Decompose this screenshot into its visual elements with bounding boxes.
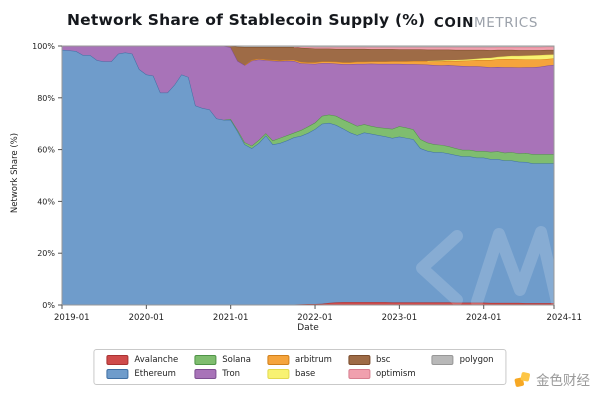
legend-swatch-optimism [347,369,370,379]
x-axis-label: Date [297,323,319,333]
x-tick-label: 2020-01 [129,313,165,323]
legend-label-base: base [294,368,316,379]
legend-item-ethereum: Ethereum [106,369,178,379]
legend: Avalanche Ethereum Solana Tron arbitrum base b… [93,349,507,385]
area-bsc [62,46,554,66]
legend-item-polygon: polygon [431,354,494,365]
legend-label-tron: Tron [222,368,241,379]
legend-swatch-arbitrum [266,355,289,365]
x-tick-label: 2024-11 [546,313,582,323]
legend-swatch-bsc [347,355,370,365]
y-tick-label: 80% [37,94,55,103]
area-arbitrum [62,46,554,68]
area-ethereum [62,49,554,305]
areas-group [62,46,554,305]
legend-column: arbitrum base [266,354,332,379]
x-tick-label: 2022-01 [297,313,333,323]
brand-text: 金色财经 [536,373,590,389]
logo-bold-text: COIN [433,15,475,31]
legend-column: Avalanche Ethereum [106,355,178,379]
page-title: Network Share of Stablecoin Supply (%) [67,11,426,29]
y-tick-label: 60% [37,146,55,155]
legend-item-bsc: bsc [347,354,416,365]
legend-label-polygon: polygon [459,354,494,365]
legend-label-solana: Solana [222,354,251,365]
coinmetrics-logo: COINMETRICS [434,15,538,31]
y-tick-label: 100% [32,42,55,51]
x-tick-label: 2023-01 [382,313,418,323]
y-tick-label: 0% [42,301,55,310]
legend-swatch-base [266,369,289,379]
legend-label-optimism: optimism [375,368,416,379]
x-tick-label: 2021-01 [213,313,249,323]
x-tick-label: 2019-01 [54,313,90,323]
legend-label-avalanche: Avalanche [134,354,179,365]
legend-swatch-tron [194,369,217,379]
legend-label-ethereum: Ethereum [134,368,176,379]
legend-item-arbitrum: arbitrum [266,354,332,365]
legend-item-avalanche: Avalanche [106,355,178,365]
y-tick-label: 20% [37,249,55,258]
x-tick-label: 2024-01 [466,313,502,323]
legend-label-arbitrum: arbitrum [294,354,332,365]
legend-label-bsc: bsc [375,354,391,365]
legend-item-optimism: optimism [347,368,416,379]
jinse-brand-watermark: 金色财经 [513,369,590,389]
gold-coins-icon [514,371,530,387]
stacked-area-chart: 2019-01 2020-01 2021-01 2022-01 2023-01 2024-… [32,42,582,323]
legend-swatch-polygon [431,355,454,365]
legend-swatch-solana [194,355,217,365]
area-optimism [62,46,554,51]
legend-item-solana: Solana [194,355,251,365]
watermark-m-glyph [471,226,554,305]
legend-column: polygon [431,354,494,379]
watermark-c-glyph [416,230,463,305]
legend-column: Solana Tron [194,355,251,379]
legend-item-base: base [266,368,332,379]
legend-item-tron: Tron [194,369,251,379]
area-tron [62,46,554,155]
plot-border [61,45,555,306]
legend-swatch-avalanche [106,355,129,365]
logo-light-text: METRICS [474,15,538,31]
y-tick-label: 40% [37,197,55,206]
legend-swatch-ethereum [106,369,129,379]
legend-column: bsc optimism [347,354,416,379]
y-axis-label: Network Share (%) [10,132,20,214]
